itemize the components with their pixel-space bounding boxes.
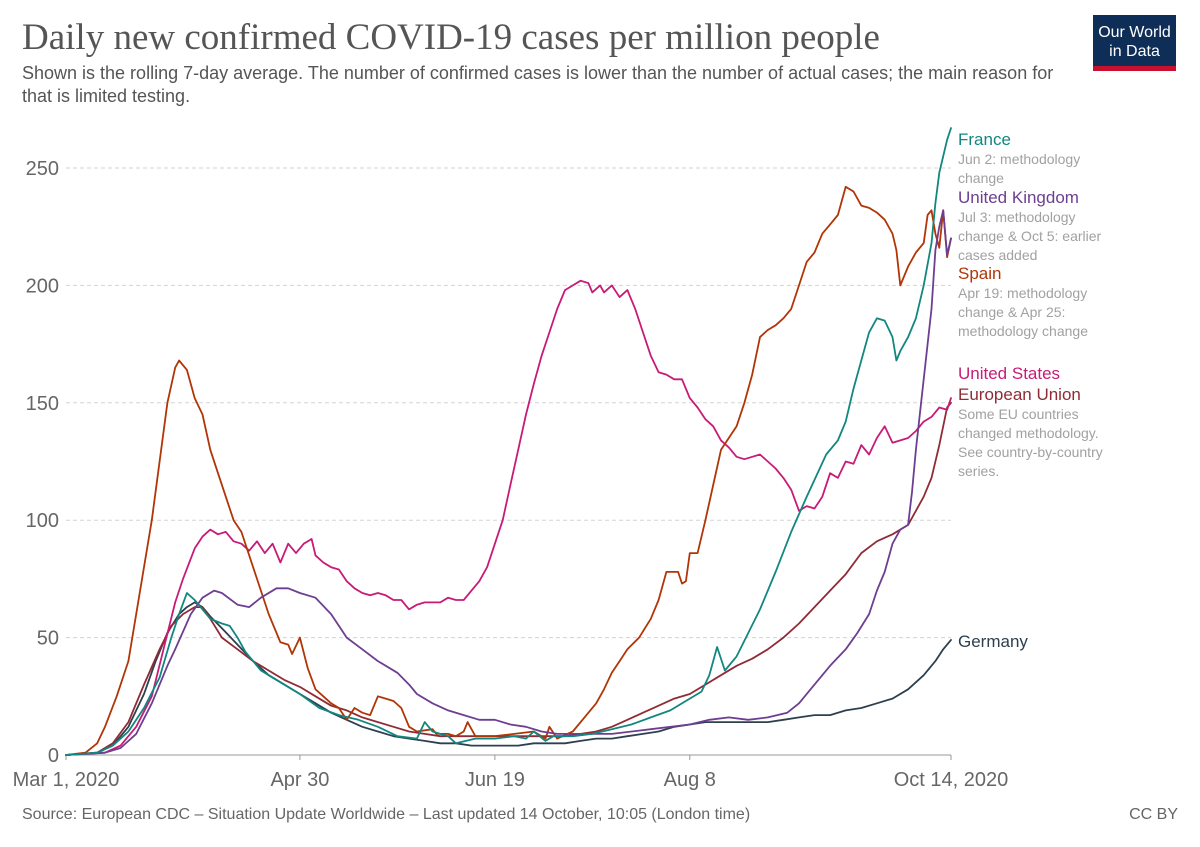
series-note-european-union: Some EU countries xyxy=(958,406,1079,422)
x-tick-label: Oct 14, 2020 xyxy=(894,769,1009,791)
series-note-united-kingdom: Jul 3: methodology xyxy=(958,209,1076,225)
series-note-european-union: series. xyxy=(958,463,999,479)
y-tick-label: 150 xyxy=(26,393,59,415)
series-note-spain: Apr 19: methodology xyxy=(958,285,1087,301)
x-tick-label: Apr 30 xyxy=(270,769,329,791)
chart-subtitle: Shown is the rolling 7-day average. The … xyxy=(22,63,1054,106)
series-note-european-union: changed methodology. xyxy=(958,425,1099,441)
line-chart: 0 50 100 150 200 250 Mar 1, 2020 Apr 30 Jun 19 A… xyxy=(13,127,1103,791)
gridlines xyxy=(66,167,951,756)
y-axis-ticks: 0 50 100 150 200 250 xyxy=(26,158,59,767)
x-tick-label: Jun 19 xyxy=(465,769,525,791)
y-tick-label: 50 xyxy=(37,628,59,650)
y-tick-label: 100 xyxy=(26,510,59,532)
series-lines xyxy=(65,127,952,756)
series-label-spain[interactable]: Spain xyxy=(958,264,1001,283)
series-note-france: Jun 2: methodology xyxy=(958,151,1080,167)
y-tick-label: 200 xyxy=(26,275,59,297)
series-line-united-kingdom[interactable] xyxy=(65,209,952,756)
series-label-united-kingdom[interactable]: United Kingdom xyxy=(958,188,1079,207)
series-label-germany[interactable]: Germany xyxy=(958,632,1028,651)
series-note-spain: methodology change xyxy=(958,323,1088,339)
y-tick-label: 0 xyxy=(48,745,59,767)
series-line-european-union[interactable] xyxy=(65,401,952,756)
source-note: Source: European CDC – Situation Update … xyxy=(22,806,751,823)
series-note-united-kingdom: change & Oct 5: earlier xyxy=(958,228,1102,244)
logo-line-1: Our World xyxy=(1098,24,1171,41)
series-line-united-states[interactable] xyxy=(65,279,952,756)
logo-line-2: in Data xyxy=(1109,43,1160,60)
series-note-european-union: See country-by-country xyxy=(958,444,1103,460)
x-tick-label: Mar 1, 2020 xyxy=(13,769,120,791)
series-labels: France Jun 2: methodology change United Kin… xyxy=(958,130,1103,651)
series-note-france: change xyxy=(958,170,1004,186)
series-label-european-union[interactable]: European Union xyxy=(958,385,1081,404)
series-label-united-states[interactable]: United States xyxy=(958,364,1060,383)
series-label-france[interactable]: France xyxy=(958,130,1011,149)
series-note-united-kingdom: cases added xyxy=(958,247,1037,263)
series-line-spain[interactable] xyxy=(65,185,952,756)
x-tick-label: Aug 8 xyxy=(664,769,716,791)
x-axis-ticks: Mar 1, 2020 Apr 30 Jun 19 Aug 8 Oct 14, 2020 xyxy=(13,755,1009,791)
y-tick-label: 250 xyxy=(26,158,59,180)
owid-logo[interactable]: Our World in Data xyxy=(1093,15,1176,71)
license-label[interactable]: CC BY xyxy=(1129,806,1178,823)
logo-accent-bar xyxy=(1093,66,1176,71)
series-line-france[interactable] xyxy=(65,127,952,756)
chart-title: Daily new confirmed COVID-19 cases per m… xyxy=(22,17,880,58)
series-note-spain: change & Apr 25: xyxy=(958,304,1065,320)
